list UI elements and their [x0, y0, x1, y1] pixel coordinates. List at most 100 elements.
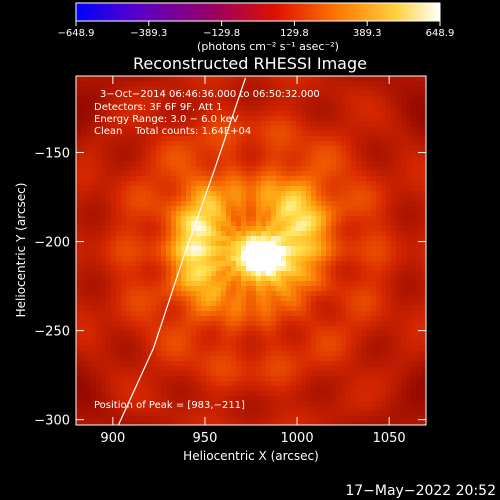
heatmap-cell	[331, 206, 337, 212]
heatmap-cell	[176, 126, 182, 132]
heatmap-cell	[306, 126, 312, 132]
heatmap-cell	[351, 351, 357, 357]
heatmap-cell	[116, 276, 122, 282]
heatmap-cell	[101, 351, 107, 357]
heatmap-cell	[276, 316, 282, 322]
heatmap-cell	[206, 161, 212, 167]
heatmap-cell	[291, 86, 297, 92]
heatmap-cell	[231, 281, 237, 287]
heatmap-cell	[111, 351, 117, 357]
heatmap-cell	[86, 246, 92, 252]
heatmap-cell	[76, 326, 82, 332]
heatmap-cell	[201, 331, 207, 337]
heatmap-cell	[371, 421, 377, 425]
heatmap-cell	[356, 241, 362, 247]
heatmap-cell	[286, 336, 292, 342]
heatmap-cell	[181, 151, 187, 157]
heatmap-cell	[326, 196, 332, 202]
heatmap-cell	[366, 366, 372, 372]
heatmap-cell	[391, 211, 397, 217]
heatmap-cell	[96, 291, 102, 297]
heatmap-cell	[201, 151, 207, 157]
heatmap-cell	[146, 211, 152, 217]
heatmap-cell	[231, 411, 237, 417]
heatmap-cell	[211, 181, 217, 187]
heatmap-cell	[101, 156, 107, 162]
heatmap-cell	[356, 421, 362, 425]
heatmap-cell	[326, 391, 332, 397]
heatmap-cell	[211, 366, 217, 372]
heatmap-cell	[196, 81, 202, 87]
heatmap-cell	[111, 321, 117, 327]
heatmap-cell	[221, 76, 227, 82]
heatmap-cell	[141, 141, 147, 147]
heatmap-cell	[226, 206, 232, 212]
heatmap-cell	[91, 276, 97, 282]
heatmap-cell	[176, 271, 182, 277]
heatmap-cell	[341, 216, 347, 222]
heatmap-cell	[376, 421, 382, 425]
heatmap-cell	[331, 391, 337, 397]
heatmap-cell	[386, 351, 392, 357]
heatmap-cell	[406, 321, 412, 327]
heatmap-cell	[381, 376, 387, 382]
heatmap-cell	[81, 161, 87, 167]
heatmap-cell	[416, 396, 422, 402]
heatmap-cell	[286, 76, 292, 82]
heatmap-cell	[296, 136, 302, 142]
heatmap-cell	[196, 391, 202, 397]
heatmap-cell	[261, 306, 267, 312]
heatmap-cell	[381, 366, 387, 372]
heatmap-cell	[76, 91, 82, 97]
heatmap-cell	[291, 266, 297, 272]
heatmap-cell	[116, 216, 122, 222]
heatmap-cell	[326, 76, 332, 82]
heatmap-cell	[291, 186, 297, 192]
heatmap-cell	[266, 271, 272, 277]
heatmap-cell	[401, 106, 407, 112]
heatmap-cell	[81, 366, 87, 372]
heatmap-cell	[111, 176, 117, 182]
heatmap-cell	[296, 271, 302, 277]
heatmap-cell	[371, 396, 377, 402]
heatmap-cell	[336, 351, 342, 357]
heatmap-cell	[111, 276, 117, 282]
heatmap-cell	[201, 391, 207, 397]
heatmap-cell	[291, 366, 297, 372]
heatmap-cell	[421, 136, 426, 142]
heatmap-cell	[221, 196, 227, 202]
heatmap-cell	[341, 181, 347, 187]
heatmap-cell	[416, 286, 422, 292]
heatmap-cell	[151, 316, 157, 322]
heatmap-cell	[186, 121, 192, 127]
heatmap-cell	[411, 126, 417, 132]
heatmap-cell	[351, 256, 357, 262]
heatmap-cell	[261, 311, 267, 317]
heatmap-cell	[266, 96, 272, 102]
heatmap-cell	[341, 356, 347, 362]
heatmap-cell	[216, 181, 222, 187]
heatmap-cell	[91, 376, 97, 382]
heatmap-cell	[226, 216, 232, 222]
heatmap-cell	[246, 401, 252, 407]
heatmap-cell	[116, 121, 122, 127]
heatmap-cell	[316, 381, 322, 387]
heatmap-cell	[276, 181, 282, 187]
heatmap-cell	[91, 161, 97, 167]
heatmap-cell	[376, 101, 382, 107]
heatmap-cell	[146, 81, 152, 87]
heatmap-cell	[226, 371, 232, 377]
heatmap-cell	[296, 401, 302, 407]
heatmap-cell	[321, 241, 327, 247]
heatmap-cell	[141, 376, 147, 382]
heatmap-cell	[386, 266, 392, 272]
heatmap-cell	[266, 301, 272, 307]
heatmap-cell	[256, 131, 262, 137]
heatmap-cell	[226, 386, 232, 392]
heatmap-cell	[271, 331, 277, 337]
heatmap-cell	[336, 136, 342, 142]
heatmap-cell	[276, 296, 282, 302]
heatmap-cell	[381, 386, 387, 392]
heatmap-cell	[141, 231, 147, 237]
heatmap-cell	[371, 221, 377, 227]
